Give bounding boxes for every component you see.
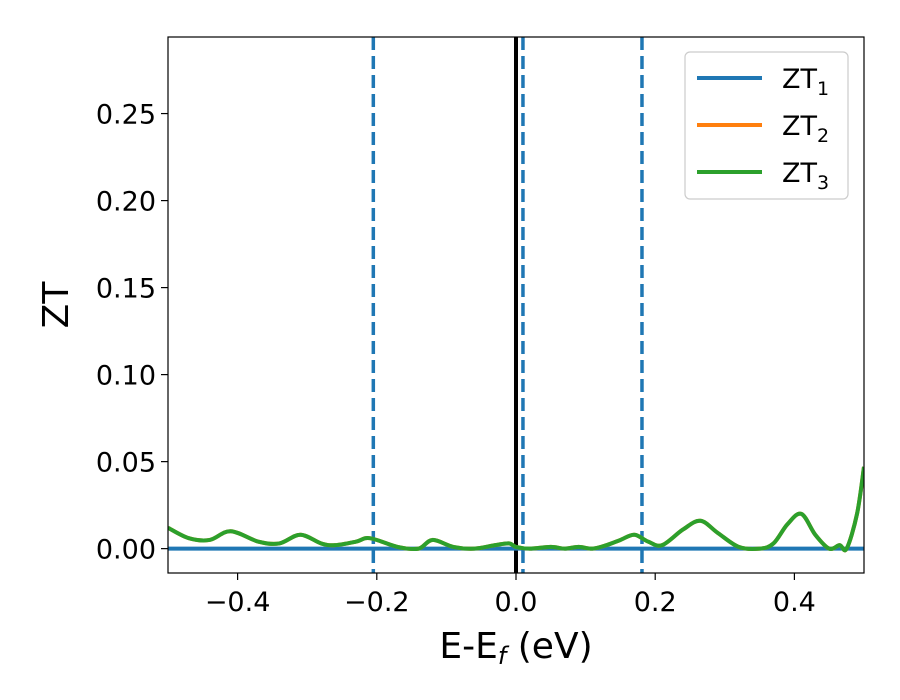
legend-label-main: ZT [782, 64, 817, 95]
series-layer [168, 466, 864, 553]
legend-label-subscript: 2 [817, 125, 829, 147]
legend-label-subscript: 3 [817, 172, 829, 194]
x-axis-title: E-Ef (eV) [439, 626, 592, 670]
y-tick-label: 0.00 [96, 535, 156, 566]
x-tick-label: 0.4 [773, 587, 816, 618]
legend-label-main: ZT [782, 158, 817, 189]
y-tick-label: 0.10 [96, 361, 156, 392]
x-axis-title-unit: (eV) [506, 626, 592, 667]
legend-box [684, 51, 849, 200]
vertical-reference-lines [371, 37, 644, 573]
legend-label-subscript: 1 [817, 78, 829, 100]
y-tick-label: 0.15 [96, 274, 156, 305]
x-tick-label: 0.2 [634, 587, 677, 618]
legend-label-1: ZT1 [782, 64, 829, 100]
x-axis: −0.4 −0.2 0.0 0.2 0.4 [205, 573, 816, 618]
x-tick-label: 0.0 [495, 587, 538, 618]
legend-label-2: ZT2 [782, 111, 829, 147]
x-tick-label: −0.4 [205, 587, 271, 618]
y-tick-label: 0.05 [96, 448, 156, 479]
y-tick-label: 0.20 [96, 187, 156, 218]
x-axis-title-main: E-E [439, 626, 497, 667]
legend-label-main: ZT [782, 111, 817, 142]
y-tick-label: 0.25 [96, 100, 156, 131]
series-line-3 [168, 466, 864, 553]
y-axis-title: ZT [36, 281, 77, 329]
x-tick-label: −0.2 [344, 587, 410, 618]
legend-label-3: ZT3 [782, 158, 829, 194]
y-axis: 0.00 0.05 0.10 0.15 0.20 0.25 [96, 100, 168, 566]
